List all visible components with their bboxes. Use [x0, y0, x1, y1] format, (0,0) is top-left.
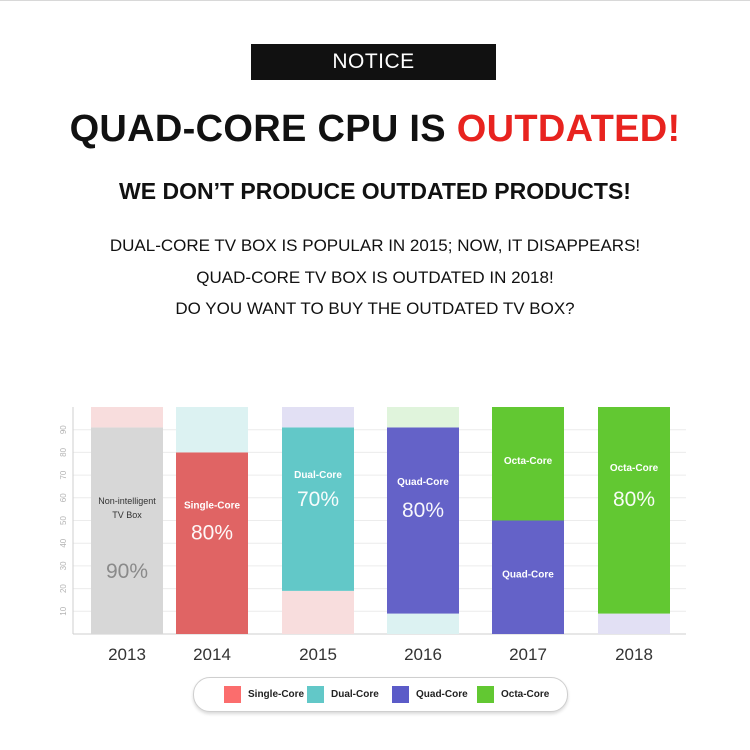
- y-tick-label: 10: [59, 606, 68, 615]
- x-tick-label: 2015: [299, 645, 337, 664]
- segment-value-label: 80%: [402, 499, 444, 522]
- legend-label: Single-Core: [248, 689, 305, 700]
- bar-segment-2014: [176, 452, 248, 634]
- legend-swatch: [477, 686, 494, 703]
- legend-label: Octa-Core: [501, 689, 550, 700]
- body-line-2: QUAD-CORE TV BOX IS OUTDATED IN 2018!: [196, 268, 554, 287]
- x-tick-label: 2017: [509, 645, 547, 664]
- notice-banner: NOTICE: [251, 44, 496, 80]
- y-tick-label: 20: [59, 584, 68, 593]
- legend-swatch: [224, 686, 241, 703]
- y-tick-label: 90: [59, 425, 68, 434]
- segment-label: Non-intelligent TV Box: [98, 496, 156, 520]
- legend-label: Dual-Core: [331, 689, 379, 700]
- cpu-evolution-chart: 10 20 30 40 50 60 70 80 90 Non-intelligent TV Box 9…: [59, 407, 686, 664]
- legend-swatch: [392, 686, 409, 703]
- subheadline: WE DON’T PRODUCE OUTDATED PRODUCTS!: [119, 178, 631, 204]
- x-tick-label: 2013: [108, 645, 146, 664]
- chart-legend: Single-Core Dual-Core Quad-Core Octa-Core: [193, 677, 568, 712]
- y-tick-label: 70: [59, 470, 68, 479]
- bar-segment-2016: [387, 613, 459, 634]
- bar-segment-2017: [492, 520, 564, 634]
- bar-segment-2015: [282, 407, 354, 428]
- top-divider: [0, 0, 750, 1]
- legend-item: Quad-Core: [392, 686, 468, 703]
- bar-segment-2017: [492, 407, 564, 521]
- segment-value-label: 80%: [191, 522, 233, 545]
- y-tick-label: 80: [59, 447, 68, 456]
- headline-text: QUAD-CORE CPU IS: [69, 108, 457, 150]
- legend-item: Single-Core: [224, 686, 304, 703]
- body-line-1: DUAL-CORE TV BOX IS POPULAR IN 2015; NOW…: [109, 236, 641, 255]
- segment-label: Dual-Core: [294, 470, 342, 481]
- bar-segment-2013: [91, 427, 163, 634]
- legend-item: Octa-Core: [477, 686, 549, 703]
- bar-segment-2014: [176, 407, 248, 453]
- x-tick-label: 2018: [615, 645, 653, 664]
- bar-segment-2013: [91, 407, 163, 428]
- segment-value-label: 70%: [297, 488, 339, 511]
- legend-swatch: [307, 686, 324, 703]
- body-line-3: DO YOU WANT TO BUY THE OUTDATED TV BOX?: [175, 299, 575, 318]
- headline: QUAD-CORE CPU IS OUTDATED!: [0, 108, 750, 151]
- bar-segment-2018: [598, 407, 670, 614]
- bar-segment-2015: [282, 590, 354, 634]
- y-tick-label: 50: [59, 516, 68, 525]
- bar-segment-2018: [598, 613, 670, 634]
- segment-label: Single-Core: [184, 501, 241, 512]
- legend-item: Dual-Core: [307, 686, 379, 703]
- y-tick-label: 60: [59, 493, 68, 502]
- bar-segment-2016: [387, 407, 459, 428]
- x-tick-label: 2014: [193, 645, 231, 664]
- segment-label: Octa-Core: [504, 456, 553, 467]
- y-tick-label: 40: [59, 538, 68, 547]
- segment-label: Octa-Core: [610, 463, 659, 474]
- segment-label: Quad-Core: [397, 477, 449, 488]
- legend-label: Quad-Core: [416, 689, 468, 700]
- bar-segment-2016: [387, 427, 459, 614]
- y-tick-label: 30: [59, 561, 68, 570]
- x-tick-label: 2016: [404, 645, 442, 664]
- segment-label: Quad-Core: [502, 569, 554, 580]
- headline-highlight: OUTDATED!: [456, 108, 681, 150]
- segment-value-label: 90%: [106, 560, 148, 583]
- segment-value-label: 80%: [613, 488, 655, 511]
- bar-segment-2015: [282, 427, 354, 591]
